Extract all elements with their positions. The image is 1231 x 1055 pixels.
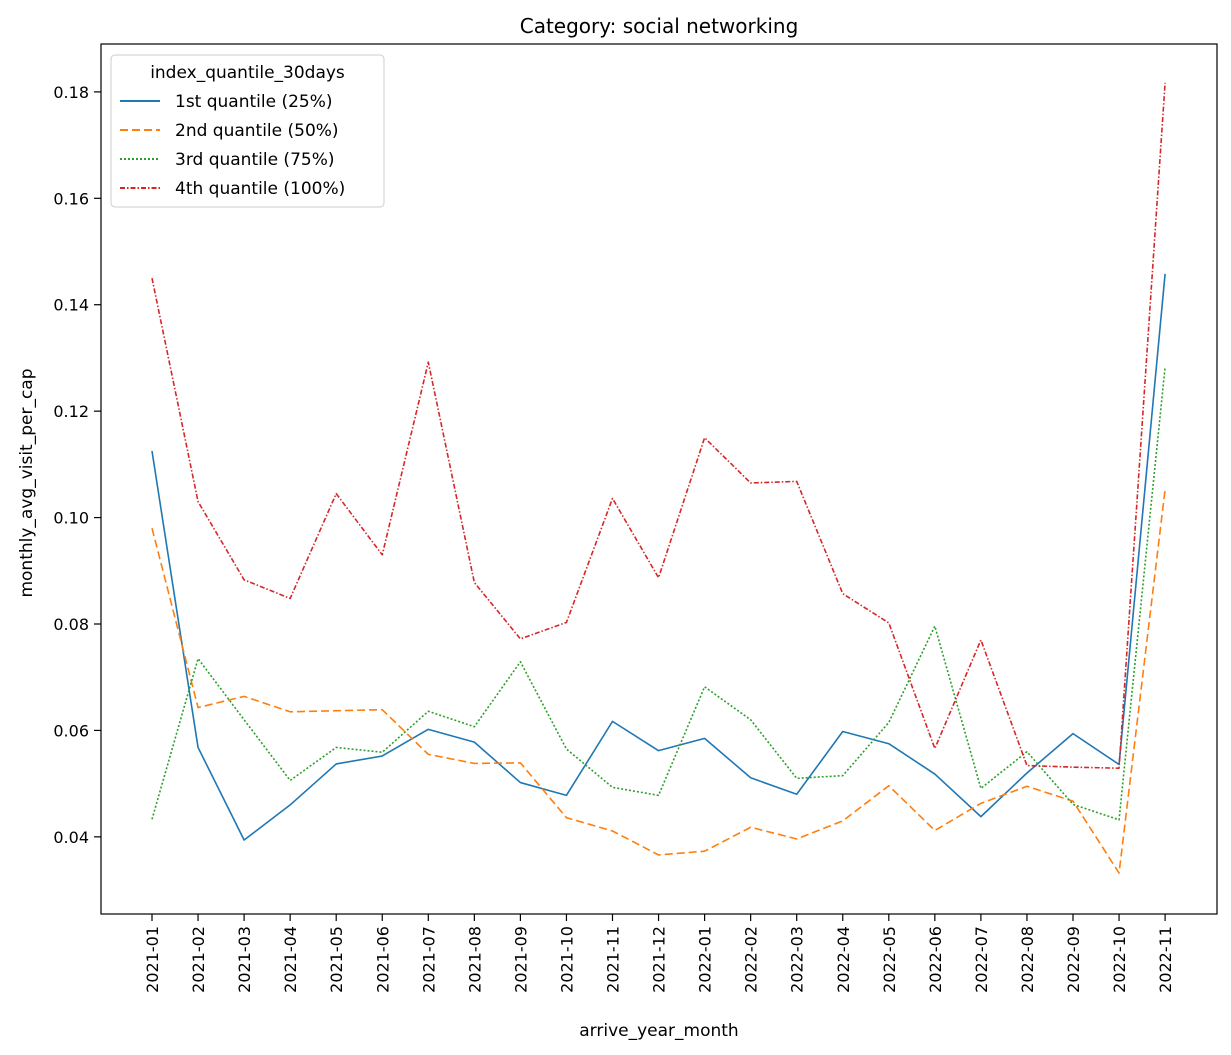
x-tick-label: 2022-09 [1064, 926, 1083, 993]
x-tick-label: 2021-09 [511, 926, 530, 993]
y-tick-label: 0.06 [53, 721, 89, 740]
y-tick-label: 0.04 [53, 828, 89, 847]
legend-box [110, 54, 385, 208]
x-tick-label: 2021-10 [557, 926, 576, 993]
y-tick-label: 0.18 [53, 83, 89, 102]
chart-title: Category: social networking [520, 14, 799, 38]
x-tick-label: 2021-02 [189, 926, 208, 993]
x-tick-label: 2022-02 [742, 926, 761, 993]
legend-entry-3: 3rd quantile (75%) [175, 150, 334, 170]
x-tick-label: 2022-03 [788, 926, 807, 993]
x-tick-label: 2021-07 [419, 926, 438, 993]
x-tick-label: 2021-08 [465, 926, 484, 993]
series-line-3 [151, 366, 1166, 821]
series-line-2 [151, 489, 1166, 874]
x-tick-label: 2022-11 [1156, 926, 1175, 993]
x-tick-label: 2021-04 [281, 926, 300, 993]
y-tick-label: 0.10 [53, 509, 89, 528]
x-tick-label: 2022-04 [834, 926, 853, 993]
legend-entry-4: 4th quantile (100%) [175, 179, 345, 199]
x-tick-label: 2021-11 [604, 926, 623, 993]
y-tick-label: 0.16 [53, 189, 89, 208]
legend: index_quantile_30days 1st quantile (25%) 2… [110, 54, 385, 208]
x-axis-label: arrive_year_month [579, 1021, 738, 1041]
legend-title: index_quantile_30days [150, 63, 345, 83]
y-tick-label: 0.14 [53, 296, 89, 315]
y-tick-label: 0.08 [53, 615, 89, 634]
x-tick-label: 2021-12 [650, 926, 669, 993]
x-tick-label: 2022-05 [880, 926, 899, 993]
x-tick-label: 2021-01 [143, 926, 162, 993]
x-tick-label: 2022-01 [696, 926, 715, 993]
series-line-1 [151, 273, 1166, 841]
legend-entry-2: 2nd quantile (50%) [175, 121, 339, 141]
series-line-4 [151, 82, 1166, 770]
legend-entry-1: 1st quantile (25%) [175, 92, 333, 112]
x-tick-label: 2021-03 [235, 926, 254, 993]
x-tick-label: 2021-05 [327, 926, 346, 993]
x-tick-label: 2021-06 [373, 926, 392, 993]
x-tick-label: 2022-07 [972, 926, 991, 993]
x-tick-label: 2022-10 [1110, 926, 1129, 993]
x-tick-label: 2022-06 [926, 926, 945, 993]
x-tick-label: 2022-08 [1018, 926, 1037, 993]
y-tick-label: 0.12 [53, 402, 89, 421]
y-axis-label: monthly_avg_visit_per_cap [17, 368, 37, 597]
